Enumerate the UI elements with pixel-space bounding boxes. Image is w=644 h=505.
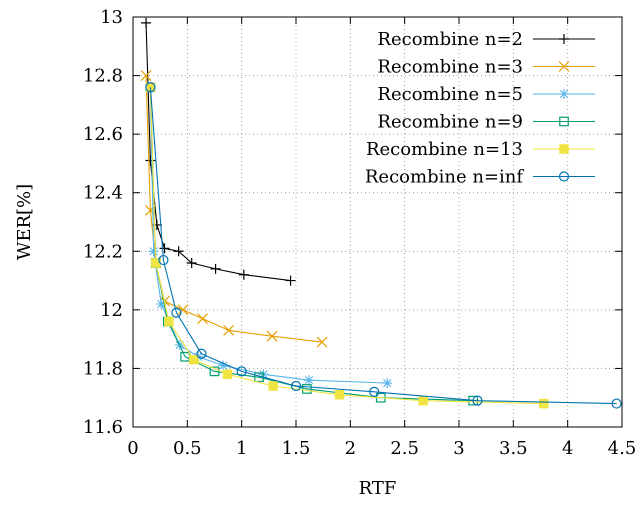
square-open-marker: [559, 116, 569, 127]
series-line: [145, 22, 291, 282]
cross-marker: [140, 70, 152, 81]
plus-marker: [186, 258, 197, 268]
y-tick-label: 12.6: [83, 124, 123, 145]
grid-layer: [133, 17, 622, 427]
x-tick-label: 4: [562, 438, 573, 459]
series-layer: [140, 17, 622, 409]
y-tick-label: 12: [100, 300, 123, 321]
legend: Recombine n=2 Recombine n=3 Recombine n=5 R…: [365, 29, 595, 188]
cross-marker: [558, 61, 570, 72]
legend-label: Recombine n=2: [377, 29, 523, 50]
y-axis-label: WER[%]: [14, 184, 35, 260]
y-tick-label: 11.6: [83, 417, 123, 438]
plus-marker: [238, 269, 249, 280]
star-marker: [304, 375, 315, 386]
legend-entry-2: Recombine n=3: [377, 57, 595, 78]
circle-open-marker: [472, 395, 483, 406]
y-tick-label: 13: [100, 7, 123, 28]
legend-label: Recombine n=3: [377, 57, 523, 78]
cross-marker: [177, 304, 189, 316]
circle-open-marker: [558, 171, 570, 182]
cross-marker: [316, 336, 328, 348]
plus-marker: [141, 17, 152, 28]
series-1: [141, 17, 296, 286]
square-filled-marker: [559, 144, 569, 154]
x-tick-label: 2: [345, 438, 356, 459]
cross-marker: [266, 330, 278, 342]
legend-label: Recombine n=9: [377, 112, 523, 133]
square-filled-marker: [539, 398, 549, 409]
plus-marker: [285, 275, 296, 286]
cross-marker: [197, 313, 208, 325]
star-marker: [559, 89, 569, 99]
square-filled-marker: [164, 316, 174, 327]
star-marker: [218, 360, 229, 371]
square-filled-marker: [418, 395, 428, 406]
x-tick-label: 3: [453, 438, 464, 459]
x-tick-label: 2.5: [390, 438, 419, 459]
star-marker: [148, 246, 159, 257]
legend-entry-5: Recombine n=13: [366, 139, 595, 160]
circle-open-marker: [611, 398, 622, 409]
square-open-marker: [209, 366, 220, 377]
y-tick-label: 12.2: [83, 241, 123, 262]
circle-open-marker: [158, 254, 169, 266]
axes: 0 0.5 1 1.5 2 2.5 3 3.5 4 4.5 11.6 11.8 12 12.2 12.4 12…: [83, 7, 636, 459]
circle-open-marker: [196, 348, 207, 359]
legend-entry-4: Recombine n=9: [377, 112, 595, 133]
series-line: [149, 87, 544, 405]
y-tick-label: 11.8: [83, 358, 123, 379]
square-open-marker: [302, 384, 312, 394]
plus-marker: [173, 246, 184, 257]
circle-open-marker: [145, 82, 156, 93]
circle-open-marker: [369, 386, 380, 397]
plus-marker: [159, 243, 170, 254]
legend-entry-6: Recombine n=inf: [365, 167, 595, 188]
series-2: [140, 70, 328, 348]
x-tick-label: 0: [127, 438, 138, 459]
y-tick-label: 12.8: [83, 66, 123, 87]
circle-open-marker: [290, 380, 302, 392]
cross-marker: [223, 324, 235, 336]
legend-label: Recombine n=13: [366, 139, 523, 160]
legend-entry-3: Recombine n=5: [377, 84, 595, 105]
square-filled-marker: [334, 390, 345, 400]
plus-marker: [145, 155, 156, 166]
square-filled-marker: [222, 369, 233, 380]
star-marker: [156, 299, 167, 309]
legend-label: Recombine n=inf: [365, 167, 524, 188]
x-tick-label: 0.5: [173, 438, 202, 459]
x-axis-label: RTF: [359, 478, 397, 499]
series-line: [149, 87, 474, 402]
x-tick-label: 4.5: [608, 438, 637, 459]
circle-open-marker: [236, 366, 247, 377]
square-filled-marker: [189, 354, 199, 365]
star-marker: [382, 378, 393, 389]
x-tick-label: 1: [236, 438, 247, 459]
legend-label: Recombine n=5: [377, 84, 523, 105]
plot-frame: [132, 16, 623, 428]
y-tick-label: 12.4: [83, 183, 123, 204]
ticks: 0 0.5 1 1.5 2 2.5 3 3.5 4 4.5 11.6 11.8 12 12.2 12.4 12…: [83, 7, 636, 459]
plus-marker: [210, 263, 221, 274]
series-line: [149, 87, 617, 405]
series-line: [145, 75, 323, 343]
legend-entry-1: Recombine n=2: [377, 29, 595, 50]
square-filled-marker: [268, 381, 278, 391]
series-6: [145, 82, 622, 409]
x-tick-label: 3.5: [499, 438, 528, 459]
circle-open-marker: [171, 307, 182, 318]
plus-marker: [559, 34, 569, 44]
x-tick-label: 1.5: [282, 438, 311, 459]
